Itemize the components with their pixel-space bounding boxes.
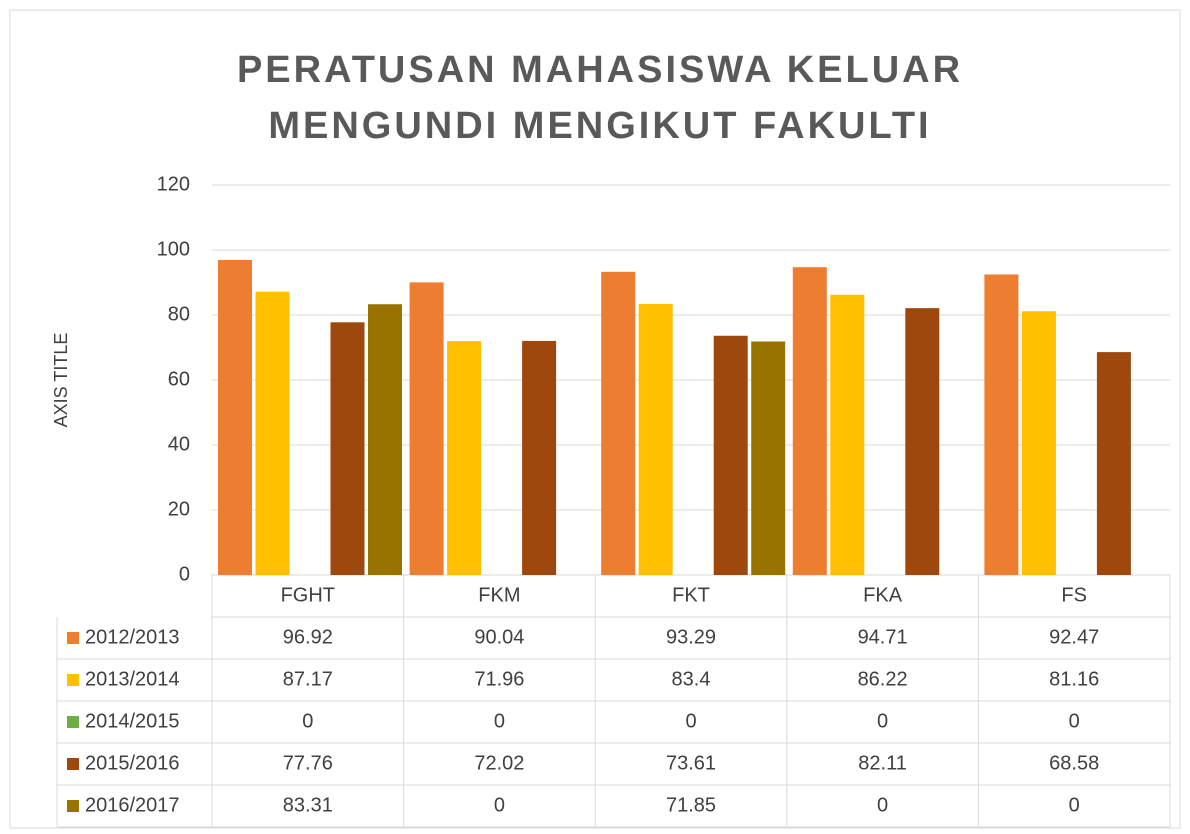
x-tick-label: FKM bbox=[478, 584, 520, 606]
x-tick-label: FS bbox=[1061, 584, 1087, 606]
legend-key bbox=[67, 758, 79, 770]
legend-key bbox=[67, 716, 79, 728]
bar bbox=[1021, 311, 1056, 575]
table-value: 93.29 bbox=[666, 626, 716, 648]
table-value: 0 bbox=[877, 710, 888, 732]
bar bbox=[713, 335, 748, 575]
y-tick-label: 0 bbox=[179, 563, 190, 585]
table-value: 0 bbox=[302, 710, 313, 732]
bar bbox=[792, 267, 827, 575]
y-tick-label: 60 bbox=[168, 368, 190, 390]
table-value: 72.02 bbox=[474, 752, 524, 774]
bar bbox=[255, 291, 290, 575]
table-value: 82.11 bbox=[858, 752, 907, 774]
bar bbox=[905, 308, 940, 575]
table-value: 0 bbox=[685, 710, 696, 732]
table-value: 87.17 bbox=[283, 668, 333, 690]
table-value: 0 bbox=[877, 794, 888, 816]
x-tick-label: FKT bbox=[672, 584, 710, 606]
chart-title: MENGUNDI MENGIKUT FAKULTI bbox=[268, 105, 931, 147]
bar bbox=[522, 340, 557, 575]
bar bbox=[830, 294, 865, 575]
table-value: 86.22 bbox=[858, 668, 908, 690]
legend-label: 2016/2017 bbox=[85, 794, 180, 816]
legend-label: 2013/2014 bbox=[85, 668, 180, 690]
bar bbox=[368, 304, 402, 575]
legend-label: 2015/2016 bbox=[85, 752, 180, 774]
table-value: 0 bbox=[494, 794, 505, 816]
bar bbox=[330, 322, 365, 575]
table-value: 68.58 bbox=[1049, 752, 1099, 774]
legend-key bbox=[67, 674, 79, 686]
x-tick-label: FGHT bbox=[281, 584, 335, 606]
bar bbox=[601, 271, 636, 575]
bar bbox=[638, 303, 673, 575]
y-tick-label: 80 bbox=[168, 303, 190, 325]
table-value: 71.85 bbox=[666, 794, 716, 816]
table-value: 90.04 bbox=[474, 626, 524, 648]
table-value: 83.31 bbox=[283, 794, 333, 816]
table-value: 92.47 bbox=[1049, 626, 1099, 648]
y-tick-label: 120 bbox=[157, 173, 190, 195]
legend-key bbox=[67, 800, 79, 812]
y-axis-title: AXIS TITLE bbox=[51, 333, 71, 428]
bar bbox=[447, 341, 482, 575]
table-value: 73.61 bbox=[666, 752, 716, 774]
table-value: 0 bbox=[494, 710, 505, 732]
bar bbox=[751, 341, 786, 575]
bar bbox=[409, 282, 444, 575]
chart-frame bbox=[9, 9, 1181, 829]
table-value: 71.96 bbox=[474, 668, 524, 690]
table-value: 0 bbox=[1069, 710, 1080, 732]
bar bbox=[984, 274, 1019, 575]
table-value: 0 bbox=[1069, 794, 1080, 816]
y-tick-label: 40 bbox=[168, 433, 190, 455]
table-value: 81.16 bbox=[1049, 668, 1099, 690]
y-tick-label: 100 bbox=[157, 238, 190, 260]
table-value: 77.76 bbox=[283, 752, 333, 774]
legend-label: 2012/2013 bbox=[85, 626, 180, 648]
table-value: 94.71 bbox=[858, 626, 908, 648]
chart-title: PERATUSAN MAHASISWA KELUAR bbox=[237, 49, 963, 91]
legend-label: 2014/2015 bbox=[85, 710, 180, 732]
bar bbox=[1096, 352, 1131, 575]
y-tick-label: 20 bbox=[168, 498, 190, 520]
legend-key bbox=[67, 632, 79, 644]
table-value: 83.4 bbox=[672, 668, 711, 690]
table-value: 96.92 bbox=[283, 626, 333, 648]
x-tick-label: FKA bbox=[863, 584, 903, 606]
bar bbox=[218, 260, 252, 575]
